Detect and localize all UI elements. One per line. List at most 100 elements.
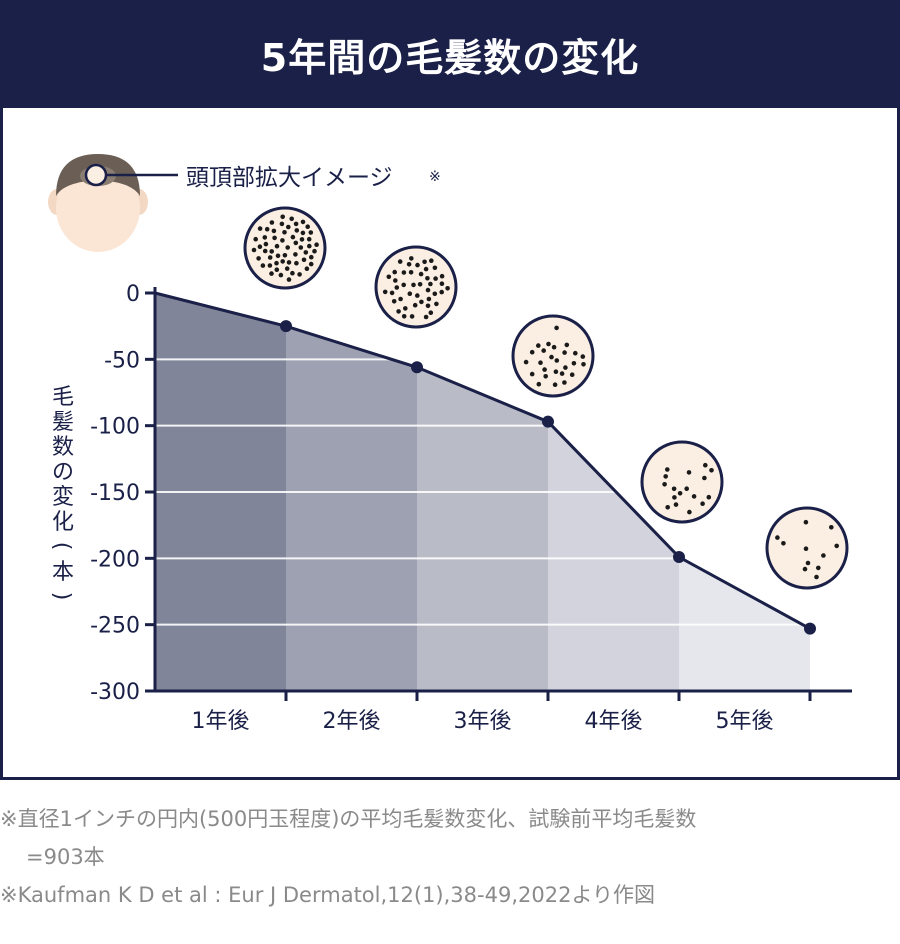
hair-dot xyxy=(426,296,432,302)
hair-dot xyxy=(564,342,570,348)
hair-dot xyxy=(703,462,708,468)
hair-dot xyxy=(684,486,689,492)
hair-dot xyxy=(290,234,296,240)
legend-label: 頭頂部拡大イメージ xyxy=(186,165,393,191)
hair-dot xyxy=(401,314,407,319)
hair-dot xyxy=(257,244,263,249)
scalp-images xyxy=(243,206,849,590)
hair-dot xyxy=(391,299,397,304)
hair-dot xyxy=(429,258,434,264)
hair-dot xyxy=(280,214,286,220)
y-tick-label: -200 xyxy=(90,547,140,572)
y-tick-labels: 0 -50 -100 -150 -200 -250 -300 xyxy=(90,282,140,705)
hair-dot xyxy=(671,486,677,492)
y-axis-label-char: ) xyxy=(49,592,74,601)
hair-dot xyxy=(553,369,559,375)
hair-dot xyxy=(562,380,567,385)
hair-dot xyxy=(691,494,697,499)
hair-dot xyxy=(803,546,809,551)
scalp-circle xyxy=(511,314,595,398)
hair-dot xyxy=(554,325,559,331)
hair-dot xyxy=(439,281,445,287)
hair-dot xyxy=(386,274,392,280)
y-tick-label: -300 xyxy=(90,680,140,705)
hair-dot xyxy=(541,348,546,353)
hair-dot xyxy=(662,482,667,487)
hair-dot xyxy=(308,230,314,235)
hair-dot xyxy=(419,299,424,305)
y-axis-label-char: 化 xyxy=(52,510,74,535)
series-line-path xyxy=(154,291,811,630)
hair-dot xyxy=(538,360,543,366)
hair-dot xyxy=(559,371,565,376)
hair-dot xyxy=(274,260,279,266)
hair-dot xyxy=(551,344,557,350)
hair-dot xyxy=(423,266,429,272)
hair-dot xyxy=(401,282,407,288)
hair-dot xyxy=(408,270,414,275)
y-axis-label-char: 数 xyxy=(52,435,74,460)
hair-dot xyxy=(686,470,692,475)
data-point xyxy=(673,551,685,564)
x-tick-label: 4年後 xyxy=(585,709,643,734)
hair-dot xyxy=(260,263,266,268)
x-tick-label: 1年後 xyxy=(192,709,250,734)
hair-dot xyxy=(267,255,273,260)
hair-dot xyxy=(257,226,263,231)
hair-dot xyxy=(415,262,420,268)
hair-dot xyxy=(571,361,577,366)
hair-dot xyxy=(445,286,450,291)
y-axis-label: 毛髪数の変化 (本) xyxy=(49,385,74,600)
hair-dot xyxy=(673,502,679,507)
y-axis-label-char: 髪 xyxy=(52,410,74,435)
hair-dot xyxy=(432,291,438,297)
y-tick-label: -150 xyxy=(90,481,140,506)
title-banner: 5年間の毛髪数の変化 xyxy=(0,0,900,108)
y-axis-label-char: 本 xyxy=(52,560,74,585)
hair-dot xyxy=(280,259,286,264)
area-band xyxy=(417,367,548,691)
hair-dot xyxy=(401,270,407,275)
hair-dot xyxy=(781,541,786,546)
y-tick-label: -50 xyxy=(104,348,140,373)
hair-dot xyxy=(382,289,388,295)
hair-dot xyxy=(394,285,400,290)
axes xyxy=(145,287,852,701)
hair-dot xyxy=(554,358,560,363)
hair-dot xyxy=(409,314,415,319)
hair-dot xyxy=(529,349,535,355)
y-axis-label-char: の xyxy=(52,460,74,485)
y-axis-label-char: 毛 xyxy=(52,385,74,410)
hair-dot xyxy=(425,276,430,281)
hair-dot xyxy=(412,302,418,308)
hair-dot xyxy=(293,252,298,257)
hair-dot xyxy=(262,248,268,254)
hair-dot xyxy=(398,296,403,302)
scalp-circle xyxy=(374,245,458,329)
chart-title: 5年間の毛髪数の変化 xyxy=(260,35,640,80)
hair-dot xyxy=(415,293,420,298)
hair-dot xyxy=(282,253,288,258)
hair-dot xyxy=(546,341,551,347)
hair-dot xyxy=(289,216,295,222)
hair-dot xyxy=(308,261,314,267)
hair-dot xyxy=(428,281,433,287)
hair-dot xyxy=(314,242,319,247)
hair-dot xyxy=(290,270,295,276)
hair-dot xyxy=(282,230,287,235)
hair-dot xyxy=(389,290,395,296)
hair-dot xyxy=(264,226,270,232)
hair-dot xyxy=(397,259,403,264)
hair-dot xyxy=(529,371,535,377)
y-tick-label: -100 xyxy=(90,415,140,440)
hair-dot xyxy=(299,237,305,242)
series-line xyxy=(154,291,816,635)
hair-dot xyxy=(263,241,269,247)
hair-dot xyxy=(432,265,438,271)
hair-dot xyxy=(392,269,398,275)
hair-dot xyxy=(294,228,300,233)
hair-dot xyxy=(407,291,413,297)
hair-dot xyxy=(709,468,714,473)
scalp-disc xyxy=(243,206,327,290)
hair-dot xyxy=(562,350,567,355)
